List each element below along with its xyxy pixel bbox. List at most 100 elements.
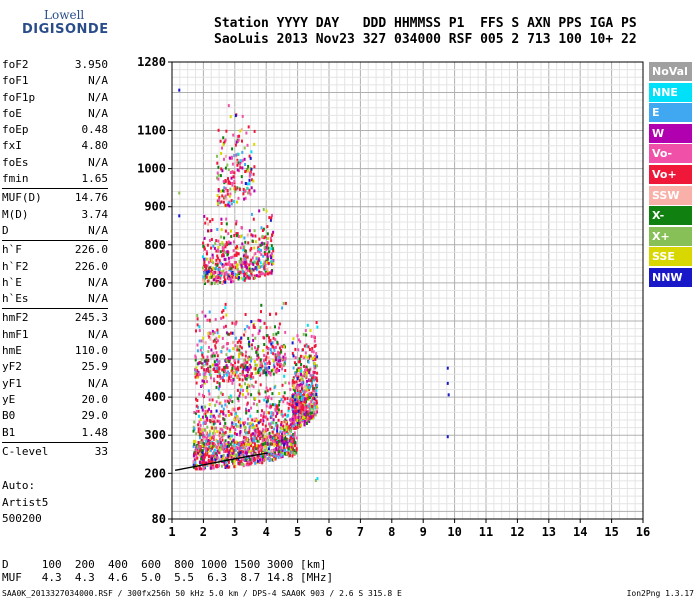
echo-point (222, 367, 225, 371)
echo-point (265, 334, 268, 338)
echo-point (295, 447, 298, 451)
echo-point (284, 428, 287, 432)
echo-point (296, 414, 298, 418)
echo-point (273, 434, 276, 438)
param-row: yE 20.0 (2, 392, 108, 408)
echo-point (237, 443, 240, 447)
echo-point (227, 444, 230, 448)
echo-point (247, 266, 250, 270)
echo-point (260, 271, 263, 275)
echo-point (235, 432, 238, 436)
echo-point (294, 411, 297, 415)
echo-point (272, 261, 275, 265)
echo-point (213, 338, 216, 342)
echo-point (272, 458, 275, 461)
echo-point (246, 455, 249, 459)
echo-point (266, 261, 268, 265)
echo-point (311, 376, 314, 380)
echo-point (238, 452, 241, 456)
param-value: 226.0 (74, 243, 108, 257)
echo-point (201, 415, 204, 419)
echo-point (229, 447, 232, 451)
echo-point (246, 444, 249, 448)
echo-point (253, 189, 256, 193)
echo-point (272, 372, 275, 376)
echo-point (252, 276, 255, 280)
echo-point (227, 460, 230, 464)
param-row: D N/A (2, 223, 108, 239)
echo-point (249, 458, 252, 462)
echo-point (298, 392, 300, 396)
legend-item-noval: NoVal (649, 62, 692, 81)
echo-point (256, 266, 259, 270)
param-row: h`F2 226.0 (2, 259, 108, 275)
echo-point (301, 416, 304, 420)
echo-point (288, 381, 291, 385)
echo-point (280, 442, 283, 446)
echo-point (313, 378, 316, 382)
echo-point (225, 197, 228, 201)
echo-point (308, 396, 311, 399)
echo-point (218, 361, 221, 365)
echo-point (207, 447, 210, 451)
echo-point (216, 328, 219, 332)
echo-point (239, 442, 242, 446)
echo-point (242, 388, 244, 392)
echo-point (203, 373, 206, 377)
echo-point (261, 234, 264, 238)
echo-point (204, 314, 207, 318)
echo-point (219, 242, 222, 246)
echo-point (250, 272, 253, 276)
echo-point (296, 377, 299, 381)
echo-point (447, 393, 450, 397)
echo-point (301, 393, 304, 397)
echo-point (199, 348, 202, 352)
echo-point (222, 412, 225, 416)
echo-point (204, 274, 207, 278)
echo-point (265, 345, 268, 349)
echo-point (254, 336, 257, 340)
echo-point (221, 346, 224, 350)
x-tick-label: 10 (447, 525, 461, 539)
echo-point (204, 362, 207, 366)
echo-point (312, 408, 315, 412)
echo-point (254, 261, 257, 265)
echo-point (265, 355, 268, 359)
echo-point (219, 422, 222, 425)
echo-point (306, 416, 309, 420)
echo-point (235, 232, 238, 236)
echo-point (238, 169, 241, 173)
echo-point (246, 374, 248, 377)
echo-point (250, 246, 253, 250)
echo-point (227, 250, 230, 254)
echo-point (252, 338, 255, 342)
echo-point (210, 463, 213, 467)
echo-point (235, 253, 238, 257)
echo-point (241, 462, 243, 466)
echo-point (268, 431, 271, 435)
param-label: foF1 (2, 74, 29, 88)
echo-point (250, 359, 252, 363)
y-tick-label: 1000 (137, 162, 166, 176)
echo-point (316, 379, 319, 383)
echo-point (230, 266, 233, 270)
echo-point (262, 442, 264, 446)
param-label: hmF2 (2, 311, 29, 325)
echo-point (246, 401, 249, 405)
echo-point (217, 165, 220, 169)
echo-point (239, 451, 242, 455)
echo-point (244, 451, 247, 455)
echo-point (229, 181, 232, 185)
echo-point (263, 336, 266, 340)
echo-point (218, 267, 221, 271)
echo-point (268, 452, 271, 456)
echo-point (218, 448, 221, 452)
echo-point (215, 340, 218, 344)
echo-point (202, 244, 205, 248)
echo-point (280, 421, 283, 424)
echo-point (263, 353, 266, 357)
echo-point (218, 420, 221, 424)
echo-point (300, 418, 303, 422)
echo-point (259, 368, 262, 372)
echo-point (213, 454, 216, 458)
